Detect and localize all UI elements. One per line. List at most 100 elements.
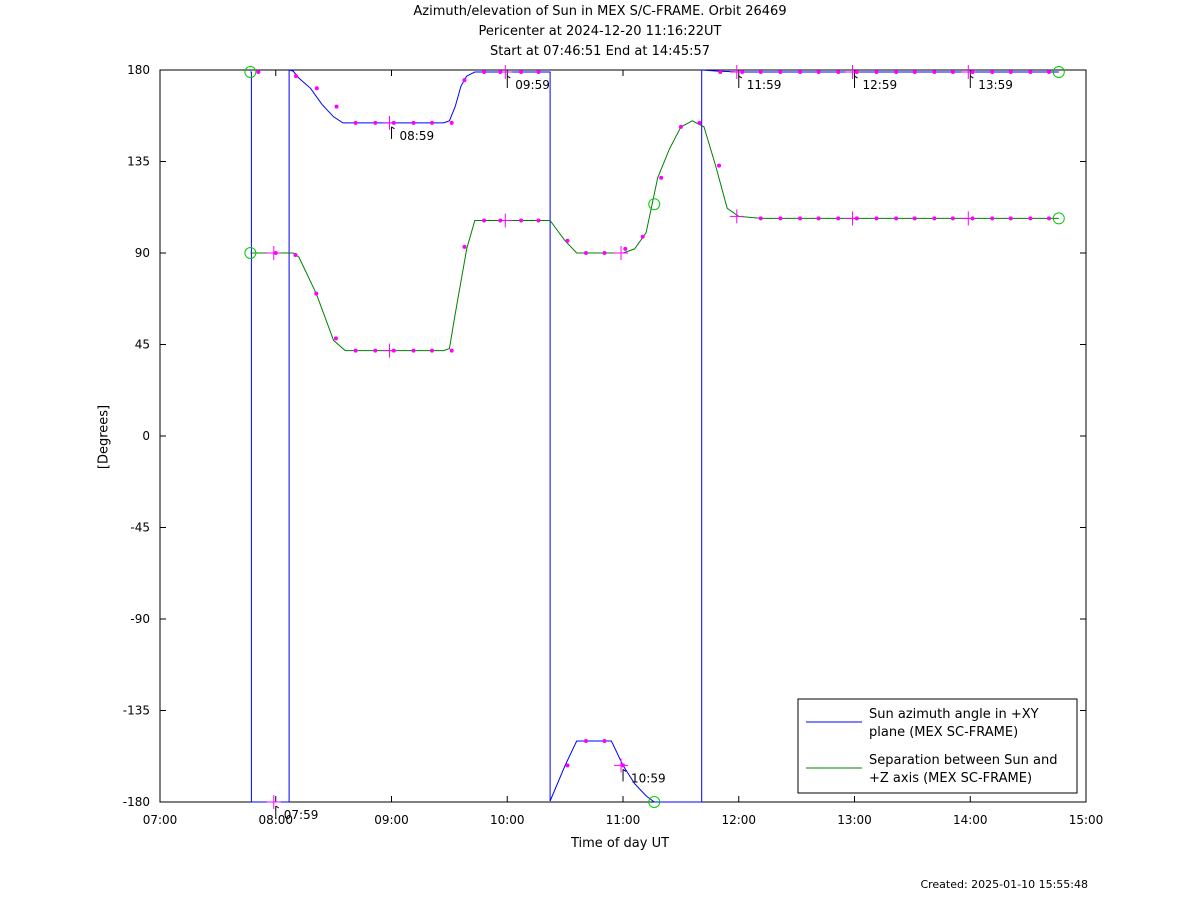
endpoint-circle — [1052, 212, 1065, 225]
data-point-marker — [334, 104, 339, 109]
data-point-marker — [1046, 216, 1051, 221]
data-point-marker — [816, 70, 821, 75]
annotation-label: 10:59 — [631, 771, 666, 785]
x-tick-label: 13:00 — [837, 813, 872, 827]
data-point-marker — [1028, 216, 1033, 221]
data-point-marker — [294, 74, 299, 79]
data-point-marker — [874, 70, 879, 75]
data-point-marker — [482, 218, 487, 223]
legend-label-1: Separation between Sun and — [869, 753, 1057, 768]
plot-frame — [159, 69, 1087, 803]
data-point-marker — [623, 246, 628, 251]
data-point-marker — [314, 291, 319, 296]
annotation-leader-hook — [970, 75, 974, 79]
annotation-leader-hook — [622, 768, 627, 772]
data-point-marker — [950, 70, 955, 75]
data-point-marker — [1008, 70, 1013, 75]
chart-title: Azimuth/elevation of Sun in MEX S/C-FRAM… — [413, 4, 787, 19]
data-point-marker — [411, 120, 416, 125]
y-tick-label: -90 — [130, 612, 150, 626]
data-point-marker — [519, 70, 524, 75]
chart-subtitle-start-end: Start at 07:46:51 End at 14:45:57 — [489, 44, 711, 59]
data-point-marker — [894, 216, 899, 221]
data-point-marker — [583, 739, 588, 743]
data-point-marker — [718, 70, 723, 75]
created-timestamp: Created: 2025-01-10 15:55:48 — [920, 878, 1088, 891]
x-tick-label: 11:00 — [606, 813, 641, 827]
data-point-marker — [583, 251, 588, 255]
data-point-marker — [1028, 70, 1033, 75]
data-point-marker — [565, 763, 570, 768]
y-tick-label: 135 — [127, 155, 150, 169]
x-tick-label: 07:00 — [143, 813, 178, 827]
data-point-marker — [602, 739, 607, 743]
hour-annotations: 07:59 08:59 09:59 10:59 11:59 12:59 13:59 — [275, 75, 1013, 822]
series-line-0 — [250, 69, 1059, 803]
legend-label-0: Sun azimuth angle in +XY — [869, 707, 1039, 722]
data-point-marker — [536, 218, 541, 223]
x-tick-label: 09:00 — [374, 813, 409, 827]
data-point-marker — [430, 348, 435, 353]
point-markers — [244, 65, 1065, 809]
data-point-marker — [659, 175, 664, 180]
data-point-marker — [798, 70, 803, 75]
chart-subtitle-pericenter: Pericenter at 2024-12-20 11:16:22UT — [478, 24, 722, 39]
data-point-marker — [373, 348, 378, 353]
x-tick-label: 14:00 — [953, 813, 988, 827]
data-point-marker — [778, 70, 783, 75]
data-point-marker — [449, 120, 454, 125]
endpoint-circle — [648, 796, 661, 808]
y-tick-label: -180 — [123, 795, 150, 809]
legend: Sun azimuth angle in +XY plane (MEX SC-FR… — [797, 698, 1078, 794]
data-point-marker — [912, 70, 917, 75]
y-axis-label: [Degrees] — [96, 404, 112, 470]
data-point-marker — [816, 216, 821, 221]
y-tick-label: 90 — [135, 246, 150, 260]
data-point-marker — [874, 216, 879, 221]
annotation-leader-hook — [738, 75, 743, 79]
data-point-marker — [1046, 70, 1051, 75]
data-point-marker — [314, 86, 319, 91]
annotation-label: 08:59 — [400, 129, 435, 143]
data-point-marker — [990, 216, 995, 221]
endpoint-circle — [648, 198, 661, 211]
annotation-leader-hook — [854, 75, 858, 79]
data-point-marker — [565, 238, 570, 243]
x-tick-label: 08:00 — [258, 813, 293, 827]
data-point-marker — [449, 348, 454, 353]
axis-ticks: 07:00 08:00 09:00 10:00 11:00 12:00 13:00 14:00… — [123, 63, 1104, 827]
endpoint-circle — [244, 66, 257, 79]
annotation-leader-hook — [507, 75, 511, 79]
annotation-leader-hook — [391, 126, 395, 130]
annotation-label: 12:59 — [863, 78, 898, 92]
series-line-1 — [250, 120, 1059, 352]
data-point-marker — [462, 244, 467, 249]
series-lines — [250, 69, 1059, 803]
annotation-label: 11:59 — [747, 78, 782, 92]
data-point-marker — [778, 216, 783, 221]
legend-label-0: plane (MEX SC-FRAME) — [869, 725, 1018, 740]
data-point-marker — [697, 120, 702, 125]
data-point-marker — [482, 70, 487, 75]
data-point-marker — [430, 120, 435, 125]
y-tick-label: -135 — [123, 704, 150, 718]
data-point-marker — [932, 70, 937, 75]
data-point-marker — [411, 348, 416, 353]
x-tick-label: 12:00 — [721, 813, 756, 827]
data-point-marker — [758, 216, 763, 221]
data-point-marker — [353, 120, 358, 125]
annotation-leader-hook — [275, 805, 280, 809]
data-point-marker — [717, 163, 722, 168]
legend-box — [797, 698, 1078, 794]
data-point-marker — [950, 216, 955, 221]
y-tick-label: 0 — [142, 429, 150, 443]
data-point-marker — [836, 70, 841, 75]
annotation-label: 07:59 — [284, 808, 319, 822]
data-point-marker — [602, 251, 607, 255]
x-axis-label: Time of day UT — [570, 836, 670, 851]
data-point-marker — [462, 78, 467, 83]
legend-label-1: +Z axis (MEX SC-FRAME) — [869, 771, 1032, 786]
data-point-marker — [990, 70, 995, 75]
data-point-marker — [912, 216, 917, 221]
x-tick-label: 10:00 — [490, 813, 525, 827]
